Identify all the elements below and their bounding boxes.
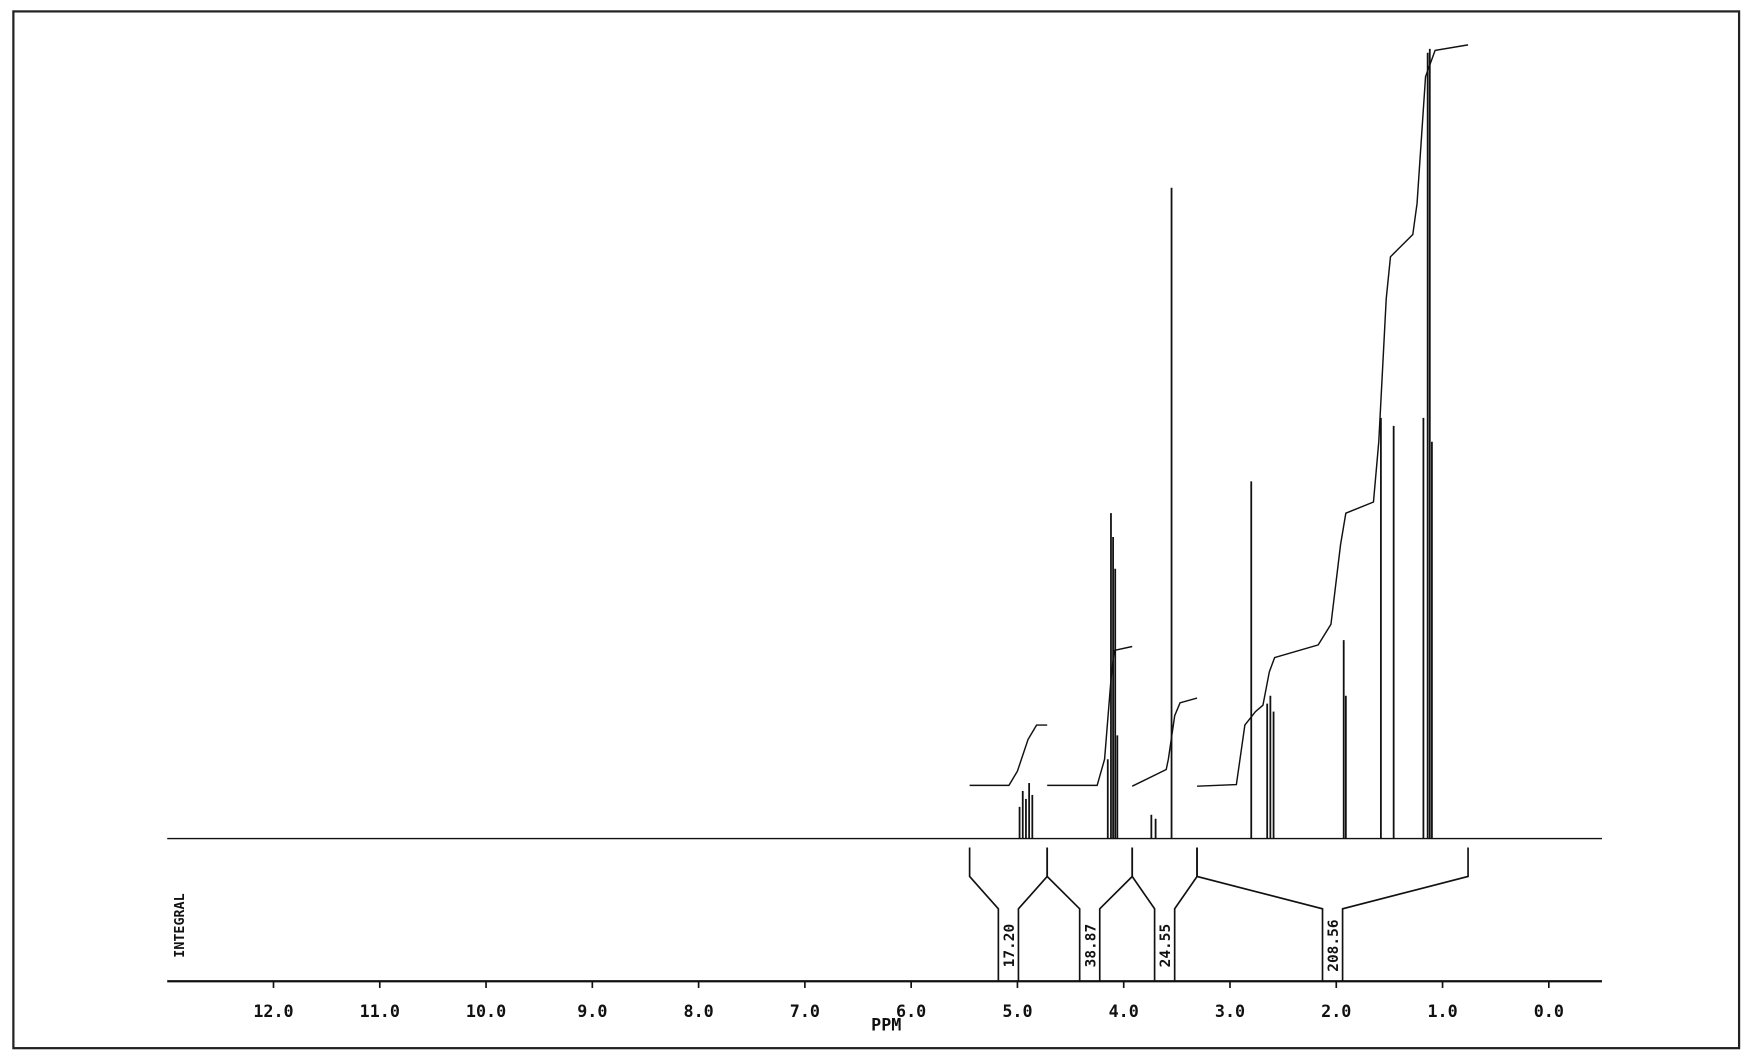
integral-bracket xyxy=(1196,847,1469,982)
x-tick-label: 8.0 xyxy=(684,1001,714,1021)
integral-value: 208.56 xyxy=(1326,919,1342,971)
x-tick-label: 12.0 xyxy=(253,1001,293,1021)
integral-curve xyxy=(1197,44,1469,787)
integral-value: 38.87 xyxy=(1083,924,1099,968)
frame xyxy=(12,10,1741,1050)
integral-value: 17.20 xyxy=(1002,924,1018,968)
x-tick-label: 11.0 xyxy=(360,1001,400,1021)
x-tick-label: 3.0 xyxy=(1215,1001,1245,1021)
integral-title: INTEGRAL xyxy=(173,893,188,957)
x-tick-label: 6.0 xyxy=(896,1001,926,1021)
integral-curve xyxy=(1047,645,1133,787)
integral-curve xyxy=(1131,697,1198,787)
x-axis-label: PPM xyxy=(871,1014,901,1034)
x-tick-label: 10.0 xyxy=(466,1001,506,1021)
x-tick-label: 7.0 xyxy=(790,1001,820,1021)
x-tick-label: 5.0 xyxy=(1002,1001,1032,1021)
x-tick-label: 9.0 xyxy=(577,1001,607,1021)
x-tick-label: 0.0 xyxy=(1534,1001,1564,1021)
integral-value: 24.55 xyxy=(1158,924,1174,968)
x-tick-label: 4.0 xyxy=(1109,1001,1139,1021)
integral-curve xyxy=(969,724,1048,787)
x-tick-label: 1.0 xyxy=(1427,1001,1457,1021)
x-tick-label: 2.0 xyxy=(1321,1001,1351,1021)
